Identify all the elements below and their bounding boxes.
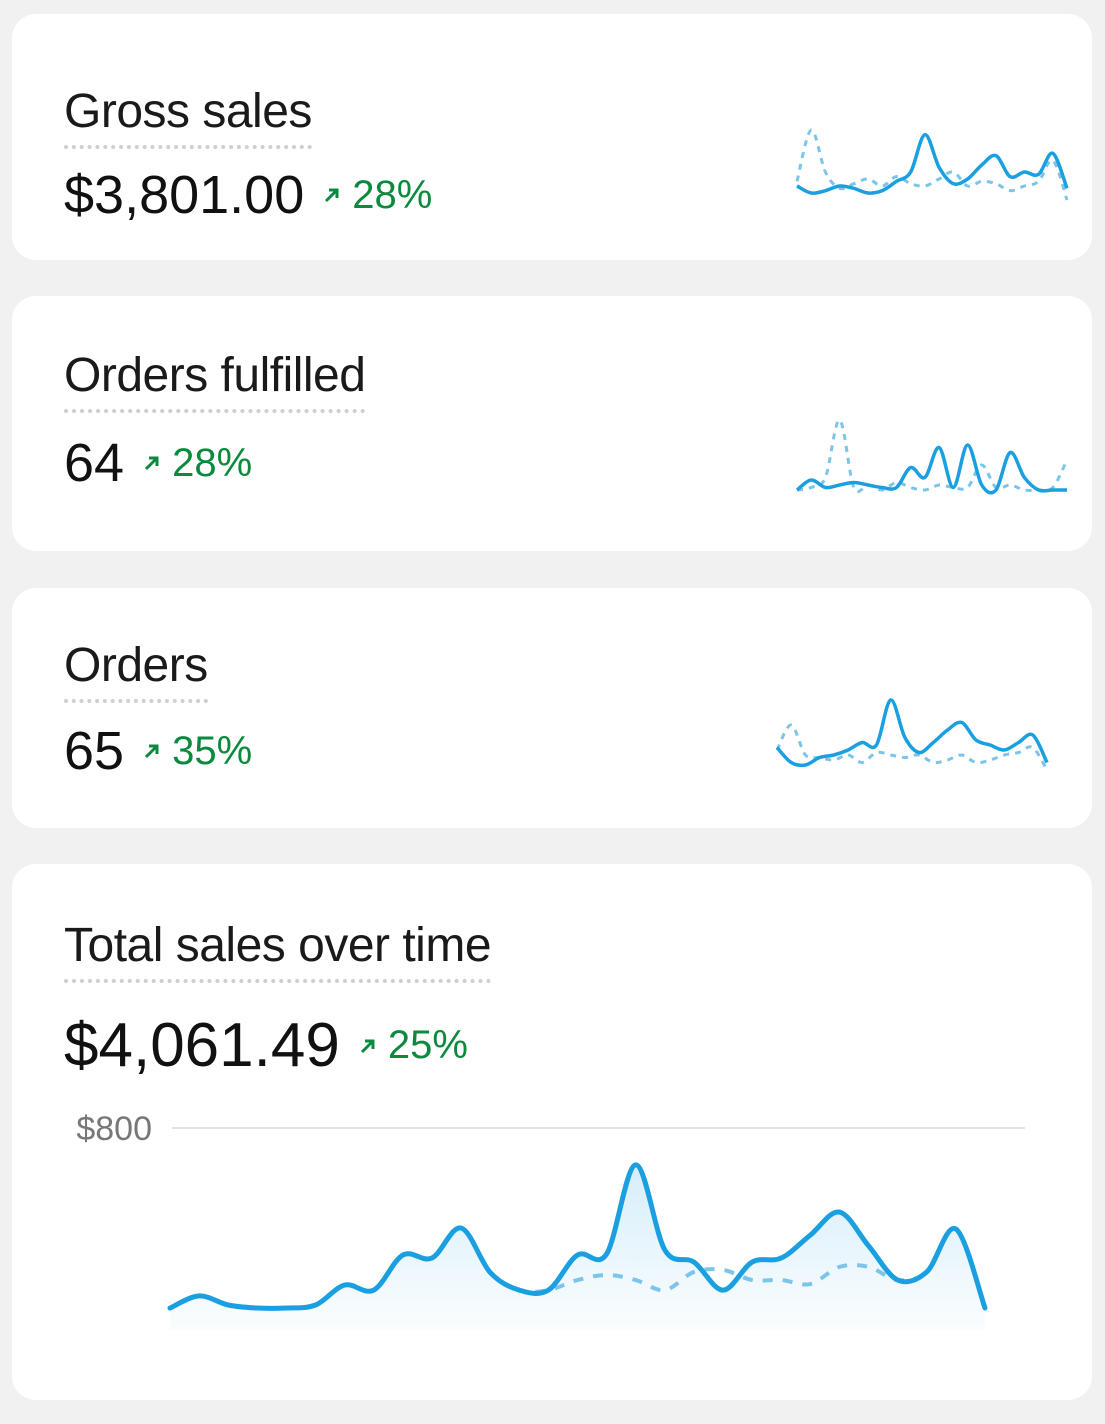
area (170, 1164, 985, 1330)
arrow-icon (145, 744, 159, 759)
change-value: 28% (352, 172, 433, 217)
metric-row: $3,801.00 28% (64, 164, 432, 226)
sparkline-previous (795, 128, 1069, 201)
sparkline-current (796, 132, 1069, 195)
card-title: Orders fulfilled (64, 348, 366, 413)
sparkline (795, 128, 1069, 201)
metric-card[interactable]: Orders 65 35% (12, 588, 1092, 828)
change: 28% (142, 441, 252, 486)
arrow-icon (325, 188, 339, 203)
sparkline-current (775, 698, 1049, 768)
card-title: Orders (64, 638, 208, 703)
change: 25% (358, 1023, 468, 1068)
card-title: Total sales over time (64, 918, 492, 983)
change-value: 35% (172, 728, 253, 773)
metric-card[interactable]: Gross sales $3,801.00 28% (12, 14, 1092, 260)
metric-row: 64 28% (64, 432, 252, 494)
change-value: 25% (387, 1023, 468, 1067)
change-value: 28% (172, 440, 253, 485)
change: 28% (322, 173, 432, 218)
metric-card[interactable]: Orders fulfilled 64 28% (12, 296, 1092, 551)
metric-value: $4,061.49 (64, 1011, 340, 1080)
metric-value: $3,801.00 (64, 165, 305, 225)
sparkline (775, 698, 1049, 771)
line-current (167, 1162, 988, 1311)
metric-row: 65 35% (64, 720, 252, 782)
card-title: Gross sales (64, 84, 312, 149)
chart: $800 (76, 1110, 1025, 1330)
metric-value: 64 (64, 433, 125, 493)
arrow-icon (145, 456, 159, 471)
arrow-icon (360, 1039, 375, 1053)
metric-row: $4,061.49 25% (64, 1010, 468, 1081)
metric-value: 65 (64, 721, 125, 781)
sparkline-current (795, 443, 1067, 495)
change: 35% (142, 729, 252, 774)
chart-card[interactable]: Total sales over time $4,061.49 25% $800 (12, 864, 1092, 1400)
y-tick-label: $800 (76, 1110, 152, 1148)
sparkline (795, 418, 1069, 495)
